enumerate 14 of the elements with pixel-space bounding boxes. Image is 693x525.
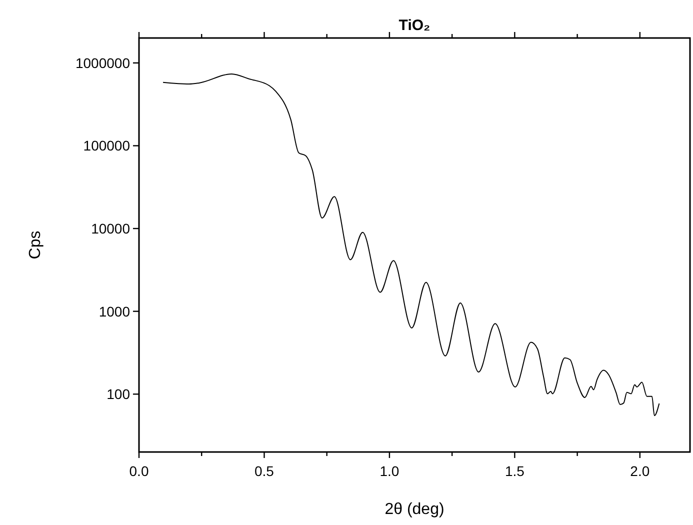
y-axis-title: Cps — [27, 230, 44, 260]
y-tick-label: 100000 — [83, 138, 130, 154]
y-tick-label: 1000 — [98, 303, 130, 320]
chart-title: TiO₂ — [398, 17, 430, 34]
x-axis-title: 2θ (deg) — [384, 501, 444, 518]
x-tick-label: 0.5 — [254, 463, 274, 479]
y-tick-label: 100 — [106, 386, 130, 402]
line-series — [162, 73, 660, 416]
x-tick-label: 0.0 — [129, 463, 149, 479]
x-tick-label: 1.0 — [380, 463, 400, 479]
y-tick-label: 10000 — [91, 220, 130, 237]
y-tick-label: 1000000 — [75, 54, 130, 71]
x-tick-label: 1.5 — [504, 463, 525, 479]
x-tick-label: 2.0 — [630, 463, 650, 479]
